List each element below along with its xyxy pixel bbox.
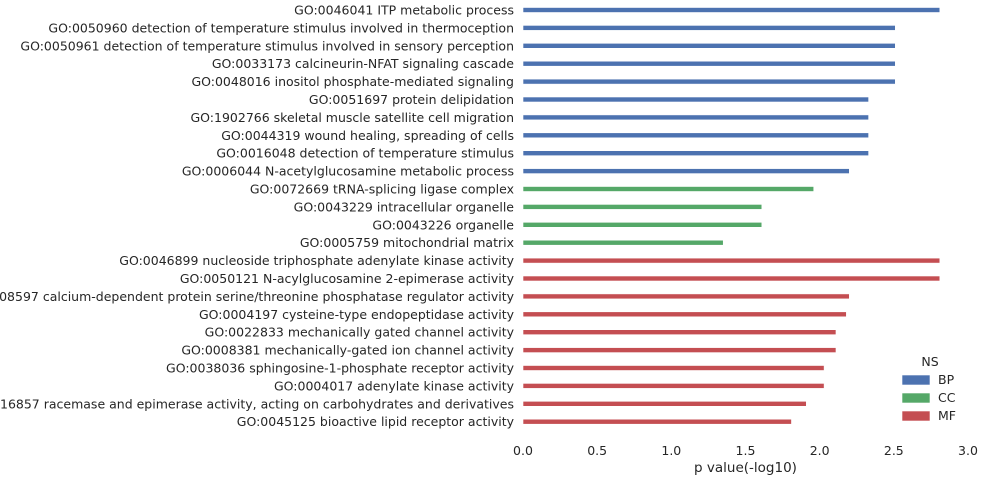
x-tick-label: 1.5 — [736, 443, 756, 458]
category-label: GO:0008381 mechanically-gated ion channe… — [181, 343, 514, 358]
category-label: GO:0072669 tRNA-splicing ligase complex — [250, 182, 514, 197]
bar-bp — [522, 42, 896, 49]
category-label: GO:1902766 skeletal muscle satellite cel… — [190, 110, 514, 125]
bar-bp — [522, 114, 869, 121]
category-label: GO:0016048 detection of temperature stim… — [216, 146, 514, 161]
x-tick-label: 0.0 — [513, 443, 533, 458]
bar-bp — [522, 60, 896, 67]
category-label: GO:0004197 cysteine-type endopeptidase a… — [199, 307, 515, 322]
category-label: GO:0004017 adenylate kinase activity — [274, 378, 515, 393]
legend-swatch-bp — [901, 374, 931, 386]
category-label: GO:0044319 wound healing, spreading of c… — [221, 128, 514, 143]
legend-label-bp: BP — [938, 372, 955, 387]
x-axis-title: p value(-log10) — [694, 460, 797, 476]
category-label: GO:0046899 nucleoside triphosphate adeny… — [119, 253, 514, 268]
bar-mf — [522, 311, 847, 318]
bar-bp — [522, 25, 896, 31]
bar-cc — [522, 204, 763, 210]
category-label: GO:0006044 N-acetylglucosamine metabolic… — [182, 164, 514, 179]
legend: NS BP CC MF — [901, 354, 956, 423]
category-label: GO:0045125 bioactive lipid receptor acti… — [237, 414, 515, 429]
x-tick-label: 3.0 — [958, 443, 978, 458]
category-label: GO:0048016 inositol phosphate-mediated s… — [191, 74, 514, 89]
category-label: GO:0043226 organelle — [372, 217, 514, 232]
category-label: GO:0046041 ITP metabolic process — [294, 3, 514, 18]
category-label: GO:0038036 sphingosine-1-phosphate recep… — [166, 361, 515, 376]
bar-mf — [522, 347, 837, 353]
x-tick-label: 2.0 — [810, 443, 830, 458]
legend-title: NS — [921, 354, 938, 369]
category-label: GO:0008597 calcium-dependent protein ser… — [0, 289, 515, 304]
bar-bp — [522, 96, 869, 103]
legend-label-cc: CC — [938, 390, 956, 405]
category-label: GO:0050960 detection of temperature stim… — [48, 20, 514, 35]
bar-bp — [522, 150, 869, 156]
bar-mf — [522, 365, 825, 371]
bar-mf — [522, 257, 941, 264]
bar-bp — [522, 78, 896, 85]
bar-bp — [522, 7, 941, 13]
x-axis: 0.0 0.5 1.0 1.5 2.0 2.5 3.0 — [513, 443, 978, 458]
bar-bp — [522, 132, 869, 139]
bar-mf — [522, 400, 807, 407]
bar-cc — [522, 239, 724, 246]
legend-swatch-cc — [901, 392, 931, 404]
x-tick-label: 2.5 — [884, 443, 904, 458]
x-tick-label: 1.0 — [661, 443, 681, 458]
category-label: GO:0050121 N-acylglucosamine 2-epimerase… — [180, 271, 515, 286]
bars-layer — [522, 7, 941, 425]
category-label: GO:0022833 mechanically gated channel ac… — [205, 325, 515, 340]
category-label: GO:0051697 protein delipidation — [309, 92, 514, 107]
category-label: GO:0033173 calcineurin-NFAT signaling ca… — [212, 56, 514, 71]
category-labels: GO:0046041 ITP metabolic process GO:00509… — [0, 3, 515, 430]
category-label: GO:0016857 racemase and epimerase activi… — [0, 396, 514, 411]
bar-mf — [522, 418, 792, 425]
bar-cc — [522, 186, 815, 192]
bar-bp — [522, 168, 850, 174]
legend-swatch-mf — [901, 410, 931, 422]
bar-mf — [522, 293, 850, 300]
category-label: GO:0005759 mitochondrial matrix — [300, 235, 514, 250]
legend-label-mf: MF — [938, 408, 956, 423]
bar-mf — [522, 383, 825, 389]
bar-cc — [522, 222, 763, 228]
bar-mf — [522, 329, 837, 336]
x-tick-label: 0.5 — [587, 443, 607, 458]
bar-mf — [522, 275, 941, 282]
category-label: GO:0043229 intracellular organelle — [294, 199, 515, 214]
category-label: GO:0050961 detection of temperature stim… — [20, 38, 514, 53]
